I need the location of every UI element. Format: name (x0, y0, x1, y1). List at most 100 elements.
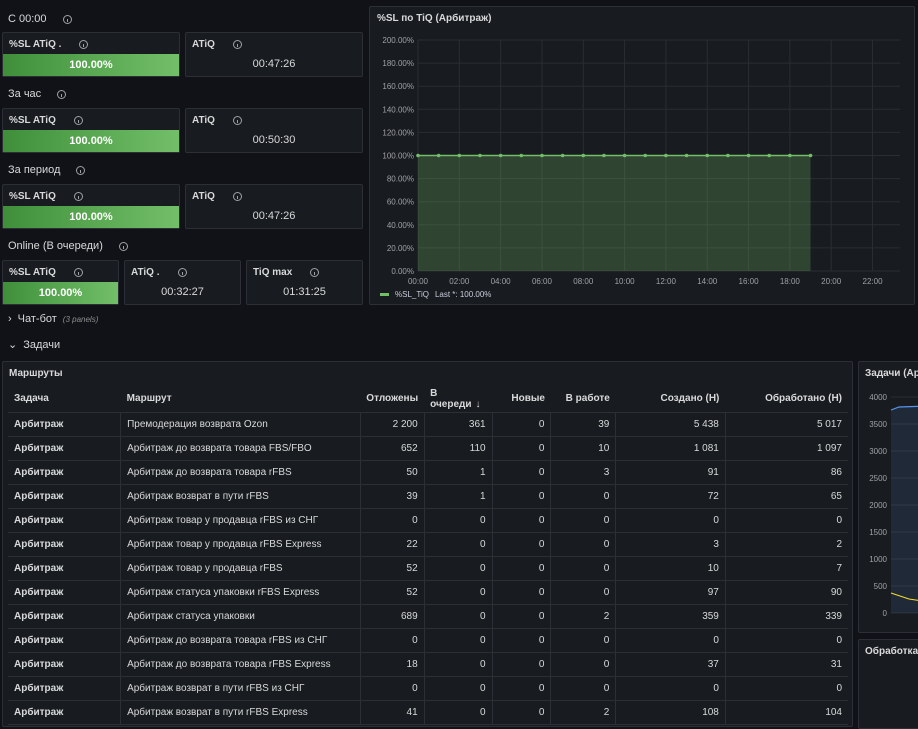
table-row[interactable]: Арбитраж Арбитраж до возврата товара rFBS… (8, 460, 848, 485)
table-cell: Арбитраж возврат в пути rFBS (120, 484, 361, 509)
table-cell: 0 (492, 580, 552, 605)
column-header[interactable]: Задача (8, 386, 121, 413)
column-header[interactable]: Отложены (360, 386, 425, 413)
row-tasks[interactable]: ⌄ Задачи (8, 338, 61, 352)
table-row[interactable]: Арбитраж Арбитраж до возврата товара rFBS… (8, 652, 848, 677)
table-cell: 0 (424, 676, 493, 701)
atiq-value: 00:47:26 (252, 210, 296, 222)
table-row[interactable]: Арбитраж Арбитраж возврат в пути rFBS из … (8, 676, 848, 701)
y-tick-label: 1500 (869, 528, 887, 537)
data-point[interactable] (726, 153, 730, 158)
table-row[interactable]: Арбитраж Арбитраж товар у продавца rFBS 52… (8, 556, 848, 581)
info-icon[interactable] (73, 116, 83, 125)
stat-sl-atiq-3: %SL ATiQ 100.00% (2, 184, 180, 229)
table-row[interactable]: Арбитраж Арбитраж статуса упаковки 689 0 0 2 3… (8, 604, 848, 629)
y-tick-label: 1000 (869, 555, 887, 564)
table-cell: 0 (725, 628, 848, 653)
section-online: Online (В очереди) (8, 240, 128, 252)
table-row[interactable]: Арбитраж Арбитраж возврат в пути rFBS 39 1 0… (8, 484, 848, 509)
info-icon[interactable] (177, 268, 187, 277)
info-icon[interactable] (62, 14, 72, 24)
data-point[interactable] (602, 153, 606, 158)
info-icon[interactable] (73, 268, 83, 277)
y-tick-label: 140.00% (382, 105, 414, 114)
sl-line-chart[interactable]: 200.00% 180.00% 160.00% 140.00% 120.00% 100.0… (370, 7, 916, 306)
table-cell: Арбитраж (8, 676, 122, 701)
sort-desc-icon: ↓ (475, 398, 481, 410)
info-icon[interactable] (310, 268, 320, 277)
stat-atiq-3: ATiQ 00:47:26 (185, 184, 363, 229)
data-point[interactable] (808, 153, 813, 158)
chart-legend[interactable]: %SL_TiQ Last *: 100.00% (380, 290, 491, 299)
table-cell: 0 (424, 580, 493, 605)
table-cell: Арбитраж (8, 412, 122, 437)
info-icon[interactable] (232, 40, 242, 49)
data-point[interactable] (519, 153, 524, 158)
column-header[interactable]: Обработано (Н) (725, 386, 848, 413)
tasks-chart[interactable]: 4000 3500 3000 2500 2000 1500 1000 500 0 (859, 362, 918, 634)
data-point[interactable] (622, 153, 627, 158)
atiq-value: 00:32:27 (161, 286, 204, 298)
table-row[interactable]: Арбитраж Премодерация возврата Ozon 2 200 3… (8, 412, 848, 437)
table-row[interactable]: Арбитраж Арбитраж статуса упаковки rFBS E… (8, 580, 848, 605)
column-header[interactable]: В работе (550, 386, 616, 413)
data-point[interactable] (767, 153, 772, 158)
data-point[interactable] (560, 153, 565, 158)
info-icon[interactable] (118, 241, 128, 251)
data-point[interactable] (457, 153, 462, 158)
chevron-right-icon: › (8, 313, 12, 325)
data-point[interactable] (705, 153, 710, 158)
data-point[interactable] (643, 153, 648, 158)
data-point[interactable] (684, 153, 689, 158)
table-cell: 0 (615, 676, 726, 701)
info-icon[interactable] (79, 40, 89, 49)
column-header[interactable]: Создано (Н) (615, 386, 726, 413)
table-row[interactable]: Арбитраж Арбитраж товар у продавца rFBS и… (8, 508, 848, 533)
table-cell: Арбитраж до возврата товара FBS/FBO (120, 436, 361, 461)
info-icon[interactable] (76, 165, 86, 175)
table-cell: Арбитраж (8, 580, 122, 605)
tasks-chart-panel: Задачи (Ар 4000 3500 3000 2500 2000 1500 1000 5… (858, 361, 918, 633)
data-point[interactable] (664, 153, 668, 158)
row-chatbot[interactable]: › Чат-бот (3 panels) (8, 313, 99, 325)
table-cell: 0 (424, 604, 493, 629)
table-row[interactable]: Арбитраж Арбитраж товар у продавца rFBS E… (8, 532, 848, 557)
info-icon[interactable] (232, 192, 242, 201)
table-cell: 361 (424, 412, 493, 437)
y-tick-label: 120.00% (382, 128, 414, 137)
table-cell: Арбитраж (8, 652, 122, 677)
y-tick-label: 3500 (869, 420, 887, 429)
column-header[interactable]: Новые (492, 386, 551, 413)
stat-atiq-2: ATiQ 00:50:30 (185, 108, 363, 153)
chevron-down-icon: ⌄ (8, 339, 18, 351)
table-row[interactable]: Арбитраж Арбитраж до возврата товара rFBS… (8, 628, 848, 653)
data-point[interactable] (478, 153, 482, 158)
data-point[interactable] (788, 153, 792, 158)
table-cell: Арбитраж (8, 700, 122, 725)
table-cell: 652 (360, 436, 425, 461)
table-cell: 0 (550, 580, 617, 605)
data-point[interactable] (540, 153, 544, 158)
y-tick-label: 2500 (869, 474, 887, 483)
y-tick-label: 80.00% (387, 175, 414, 184)
table-cell: 37 (615, 652, 726, 677)
data-point[interactable] (581, 153, 586, 158)
column-header[interactable]: В очереди ↓ (424, 386, 493, 413)
x-tick-label: 18:00 (780, 277, 801, 286)
column-header[interactable]: Маршрут (120, 386, 361, 413)
y-tick-label: 60.00% (387, 198, 414, 207)
info-icon[interactable] (57, 89, 67, 99)
table-cell: Премодерация возврата Ozon (120, 412, 361, 437)
table-cell: 0 (424, 700, 493, 725)
table-row[interactable]: Арбитраж Арбитраж до возврата товара FBS/… (8, 436, 848, 461)
data-point[interactable] (436, 153, 441, 158)
data-point[interactable] (746, 153, 751, 158)
table-cell: 0 (360, 628, 425, 653)
info-icon[interactable] (73, 192, 83, 201)
table-row[interactable]: Арбитраж Арбитраж возврат в пути rFBS Exp… (8, 700, 848, 725)
data-point[interactable] (416, 153, 420, 158)
routes-table-wrap: Задача Маршрут Отложены В очереди ↓ Новые В ра… (8, 386, 848, 725)
table-cell: Арбитраж (8, 628, 122, 653)
data-point[interactable] (498, 153, 503, 158)
info-icon[interactable] (232, 116, 242, 125)
